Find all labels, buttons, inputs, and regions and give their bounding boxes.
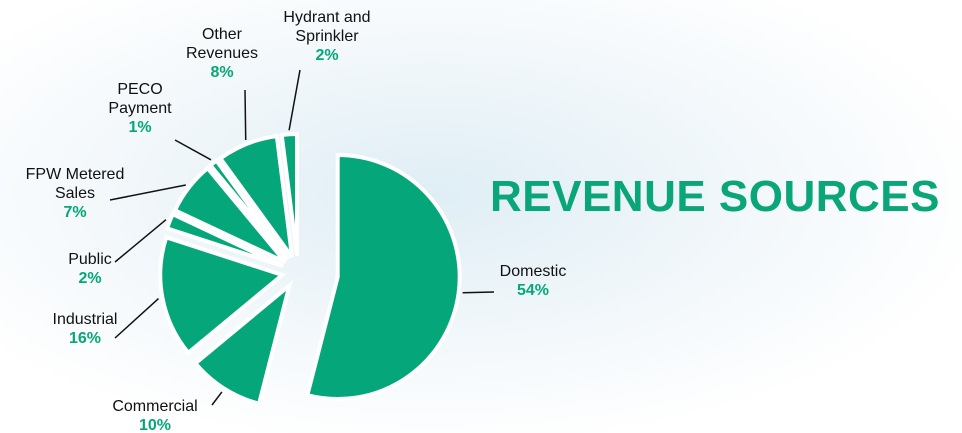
slice-label: Other Revenues 8% (182, 25, 262, 82)
pie-slice (279, 132, 299, 257)
category-label: Industrial (52, 311, 118, 328)
slice-label: Commercial 10% (95, 397, 215, 433)
pie-slice (164, 211, 284, 269)
leader-line (244, 89, 247, 140)
value-label: 2% (315, 47, 339, 64)
category-label: Other Revenues (185, 26, 259, 62)
category-label: Commercial (112, 398, 198, 415)
chart-title: REVENUE SOURCES (489, 172, 941, 221)
leader-line (109, 184, 186, 201)
pie-slice (217, 133, 295, 259)
pie-slice (192, 280, 293, 407)
pie-slice (172, 165, 287, 265)
category-label: Public (68, 251, 112, 268)
value-label: 16% (68, 330, 102, 347)
pie-slice (207, 157, 290, 261)
category-label: PECO Payment (108, 81, 172, 117)
pie-slice (158, 234, 287, 356)
value-label: 2% (78, 270, 102, 287)
value-label: 1% (128, 119, 152, 136)
slice-label: Domestic 54% (483, 262, 583, 300)
slice-label: FPW Metered Sales 7% (5, 165, 145, 222)
value-label: 8% (210, 64, 234, 81)
value-label: 54% (516, 282, 550, 299)
leader-line (211, 391, 223, 406)
slice-label: Public 2% (60, 250, 120, 288)
value-label: 10% (138, 417, 172, 433)
leader-line (114, 219, 167, 263)
leader-line (114, 298, 160, 339)
category-label: Hydrant and Sprinkler (283, 9, 371, 45)
slice-label: Hydrant and Sprinkler 2% (272, 8, 382, 65)
category-label: FPW Metered Sales (25, 166, 125, 202)
leader-line (174, 139, 212, 161)
category-label: Domestic (499, 263, 567, 280)
value-label: 7% (63, 204, 87, 221)
leader-line (288, 69, 301, 131)
pie-slice (304, 153, 462, 401)
slice-label: PECO Payment 1% (105, 80, 175, 137)
slice-label: Industrial 16% (35, 310, 135, 348)
leader-line (462, 291, 495, 294)
